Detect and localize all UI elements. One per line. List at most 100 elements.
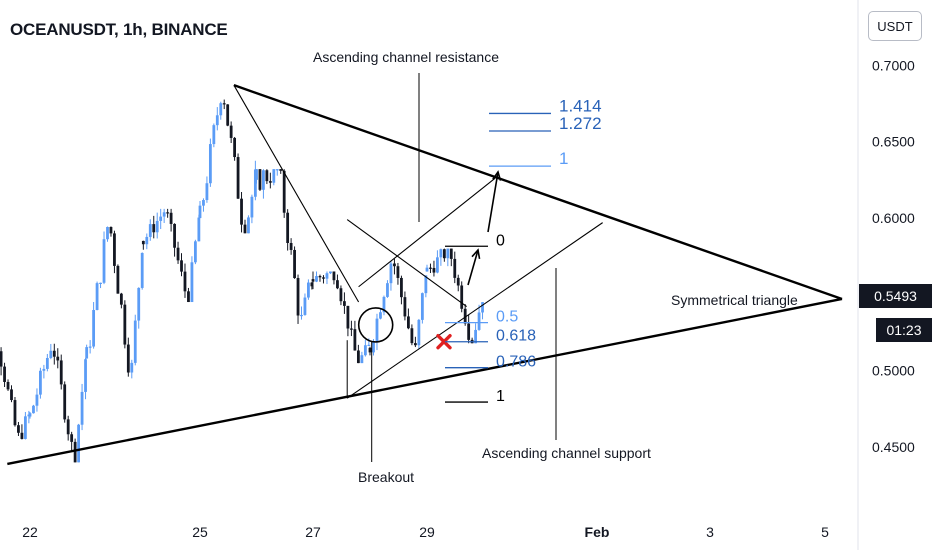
candle-body xyxy=(268,181,272,183)
candle-body xyxy=(183,271,187,292)
candle-body xyxy=(446,248,450,259)
candle-body xyxy=(258,169,262,190)
candle-body xyxy=(6,381,10,390)
target-arrow-1-head xyxy=(471,248,481,260)
candle-body xyxy=(262,170,265,190)
candle-body xyxy=(303,297,307,315)
candle-body xyxy=(429,267,432,269)
candle-body xyxy=(116,265,120,294)
currency-button[interactable]: USDT xyxy=(868,11,922,41)
y-tick-label: 0.7000 xyxy=(872,57,915,73)
fib-lower-label: 0.618 xyxy=(496,328,536,345)
candle-body xyxy=(63,384,67,420)
target-arrow-2 xyxy=(487,171,499,233)
candle-body xyxy=(3,366,6,382)
x-tick-label: 27 xyxy=(305,524,321,540)
label-breakout: Breakout xyxy=(358,469,414,485)
fib-lower-label: 1 xyxy=(496,388,505,405)
candle-body xyxy=(126,344,130,373)
candle-body xyxy=(23,416,27,439)
candle-body xyxy=(467,323,471,340)
candle-body xyxy=(80,391,84,425)
fib-lower-label: 0.786 xyxy=(496,354,536,371)
candle-body xyxy=(197,217,201,242)
target-arrow-2-head xyxy=(492,170,502,181)
candle-body xyxy=(343,301,346,306)
candle-body xyxy=(367,344,371,347)
candle-body xyxy=(59,360,63,385)
candle-body xyxy=(229,125,233,138)
candle-body xyxy=(350,328,353,330)
candle-body xyxy=(247,217,250,234)
candle-body xyxy=(396,266,400,278)
candle-body xyxy=(389,263,393,284)
candle-body xyxy=(226,104,230,126)
candle-body xyxy=(250,196,254,218)
candle-body xyxy=(453,258,457,278)
candle-body xyxy=(42,368,46,371)
candle-body xyxy=(403,297,407,317)
candle-body xyxy=(140,252,144,288)
candle-body xyxy=(325,273,329,279)
candle-body xyxy=(307,282,310,298)
candle-body xyxy=(255,169,258,180)
candle-body xyxy=(56,356,60,361)
candle-body xyxy=(407,316,410,329)
candle-body xyxy=(88,346,92,348)
candle-body xyxy=(130,362,134,373)
invalidation-cross-icon xyxy=(436,334,452,350)
candle-body xyxy=(10,389,13,401)
candle-body xyxy=(45,357,49,369)
candle-body xyxy=(205,183,209,201)
channel-support-line xyxy=(346,222,603,399)
triangle-upper-line xyxy=(233,84,843,301)
candle-body xyxy=(102,239,106,283)
fib-upper-label: 1 xyxy=(559,149,568,168)
candle-body xyxy=(474,329,477,344)
candle-body xyxy=(236,157,240,199)
candle-body xyxy=(424,275,428,294)
candle-body xyxy=(219,103,223,116)
candle-body xyxy=(169,212,173,224)
candle-body xyxy=(202,200,205,206)
candle-body xyxy=(99,282,102,284)
candle-body xyxy=(300,314,303,317)
candle-body xyxy=(212,125,216,145)
candle-body xyxy=(332,271,336,281)
candle-body xyxy=(315,276,318,282)
candle-body xyxy=(208,144,212,184)
candle-body xyxy=(119,293,123,305)
y-tick-label: 0.6500 xyxy=(872,134,915,150)
x-tick-label: 25 xyxy=(192,524,208,540)
target-arrow-1 xyxy=(467,249,479,286)
candle-body xyxy=(360,355,364,364)
candle-body xyxy=(460,285,464,309)
candle-body xyxy=(162,212,166,217)
candle-body xyxy=(293,249,296,279)
candle-body xyxy=(353,329,357,351)
candle-body xyxy=(85,347,89,359)
last-price-tag: 0.5493 xyxy=(859,284,932,308)
candle-body xyxy=(233,137,237,158)
candle-body xyxy=(439,249,443,258)
candle-body xyxy=(449,248,453,259)
candle-body xyxy=(296,278,300,316)
candle-body xyxy=(176,247,180,261)
candle-body xyxy=(481,302,484,313)
candle-body xyxy=(198,205,202,219)
drawings-layer: Ascending channel resistance Ascending ch… xyxy=(7,49,843,485)
candle-body xyxy=(113,233,116,266)
x-tick-label: 22 xyxy=(22,524,38,540)
candle-body xyxy=(382,296,386,313)
candle-body xyxy=(375,318,379,342)
candle-body xyxy=(73,441,77,463)
y-tick-label: 0.5000 xyxy=(872,363,915,379)
candle-body xyxy=(66,419,70,435)
candle-body xyxy=(346,305,350,329)
candle-body xyxy=(417,319,421,346)
y-tick-label: 0.6000 xyxy=(872,210,915,226)
label-ascending-support: Ascending channel support xyxy=(482,445,651,461)
axis-layer: 0.45000.50000.55000.60000.65000.70002225… xyxy=(22,0,915,550)
